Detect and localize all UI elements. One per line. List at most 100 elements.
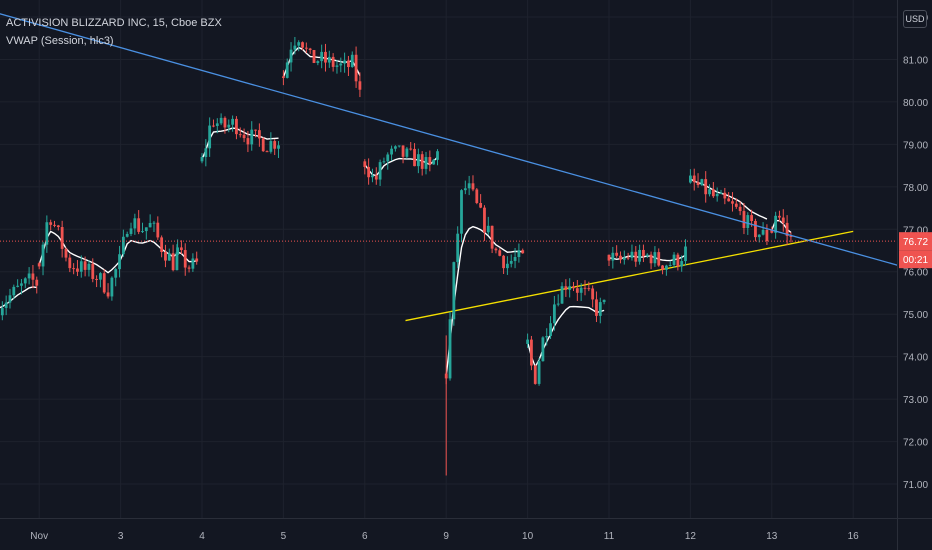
candle-body <box>378 162 382 180</box>
candle-body <box>45 222 49 245</box>
candle-body <box>727 198 731 202</box>
candle-body <box>12 286 16 296</box>
candle-body <box>479 203 483 208</box>
candle-body <box>757 234 761 238</box>
candle-body <box>575 288 579 293</box>
candle-body <box>289 49 293 63</box>
candle-body <box>354 54 358 82</box>
candle-body <box>320 51 324 62</box>
candle-body <box>20 283 23 286</box>
candle-body <box>778 215 781 218</box>
candle-body <box>684 246 687 262</box>
candle-body <box>676 254 680 267</box>
candle-body <box>572 286 575 289</box>
upper-trendline[interactable] <box>0 0 899 266</box>
candle-body <box>704 179 708 195</box>
candle-body <box>483 207 486 233</box>
candle-body <box>463 188 467 191</box>
candle-body <box>367 166 371 178</box>
candle-body <box>35 279 39 286</box>
currency-button[interactable]: USD <box>903 10 927 28</box>
candle-body <box>460 190 463 234</box>
candle-body <box>513 257 517 261</box>
candle-body <box>277 145 280 149</box>
candle-body <box>785 222 789 236</box>
candle-body <box>223 117 227 128</box>
symbol-title[interactable]: ACTIVISION BLIZZARD INC, 15, Cboe BZX <box>6 17 222 29</box>
candle-body <box>552 304 556 324</box>
candle-body <box>583 287 587 289</box>
y-tick-label: 73.00 <box>903 395 928 406</box>
x-tick-label: 12 <box>685 531 697 542</box>
candle-body <box>114 269 118 278</box>
candle-body <box>456 233 460 263</box>
candle-body <box>156 222 160 238</box>
candle-body <box>176 247 179 255</box>
candle-body <box>324 51 327 63</box>
candle-body <box>723 192 727 199</box>
candle-body <box>672 254 676 266</box>
candle-body <box>102 273 106 293</box>
candle-body <box>517 250 521 258</box>
candle-body <box>31 273 35 280</box>
candle-body <box>401 145 405 157</box>
vwap-indicator-label[interactable]: VWAP (Session, hlc3) <box>6 35 114 47</box>
candle-body <box>246 138 250 145</box>
candle-body <box>708 189 711 195</box>
candle-body <box>327 56 331 63</box>
candle-body <box>424 157 428 169</box>
x-tick-label: 6 <box>362 531 368 542</box>
candle-body <box>347 60 350 68</box>
candle-body <box>242 134 246 139</box>
candle-body <box>471 183 475 190</box>
x-tick-label: Nov <box>30 531 48 542</box>
candle-body <box>711 189 715 197</box>
candle-body <box>231 118 235 125</box>
candle-body <box>137 218 141 232</box>
candle-body <box>76 268 79 272</box>
candle-body <box>238 134 242 136</box>
vwap-segment <box>526 305 605 369</box>
candle-body <box>175 252 179 271</box>
candle-body <box>634 251 638 262</box>
candle-body <box>700 179 704 186</box>
candle-body <box>358 81 362 90</box>
candle-body <box>746 215 750 228</box>
candle-body <box>254 129 257 131</box>
candle-body <box>642 249 645 257</box>
candle-body <box>436 151 439 160</box>
candle-body <box>781 217 785 223</box>
candle-body <box>591 288 595 300</box>
candle-body <box>227 124 231 128</box>
candle-body <box>125 233 129 237</box>
candle-body <box>68 257 72 269</box>
candle-body <box>502 255 505 269</box>
candle-body <box>715 193 719 197</box>
candle-body <box>95 278 98 280</box>
candle-body <box>269 141 273 152</box>
candle-body <box>467 183 471 189</box>
candle-body <box>257 130 261 139</box>
candle-body <box>761 229 765 235</box>
candle-body <box>587 288 591 290</box>
candle-body <box>301 42 304 48</box>
candle-body <box>164 252 167 261</box>
candle-body <box>144 227 148 232</box>
candle-body <box>394 146 397 149</box>
last-price-value: 76.72 <box>903 237 928 248</box>
candle-body <box>560 286 564 304</box>
candle-body <box>770 229 774 233</box>
x-tick-label: 11 <box>604 531 615 542</box>
candle-body <box>622 257 626 260</box>
candle-body <box>657 252 661 266</box>
candle-body <box>293 45 297 50</box>
candle-body <box>27 273 31 279</box>
candle-body <box>602 299 606 303</box>
y-tick-label: 74.00 <box>903 353 928 364</box>
candle-body <box>297 42 301 46</box>
candle-body <box>208 125 212 149</box>
candle-body <box>83 261 87 270</box>
lower-trendline[interactable] <box>405 230 854 322</box>
candle-body <box>56 225 60 228</box>
